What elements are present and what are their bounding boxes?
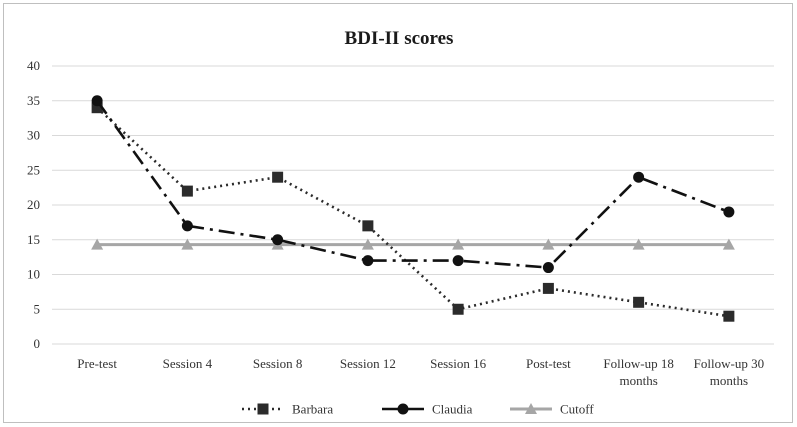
- data-point-claudia: [633, 171, 645, 183]
- data-point-barbara: [272, 171, 284, 183]
- legend-label-claudia: Claudia: [432, 402, 473, 417]
- line-chart: BDI-II scores 0 5 10 15 20 25 30 35 40 Pre-test S…: [27, 28, 774, 417]
- legend-label-barbara: Barbara: [292, 402, 333, 417]
- y-tick-label: 20: [27, 197, 40, 212]
- y-tick-label: 0: [34, 336, 41, 351]
- data-point-barbara: [723, 310, 735, 322]
- y-tick-label: 30: [27, 128, 40, 143]
- x-tick-label: Session 16: [430, 356, 486, 371]
- data-point-barbara: [181, 185, 193, 197]
- data-point-barbara: [362, 220, 374, 232]
- data-point-cutoff: [722, 238, 735, 250]
- y-tick-label: 15: [27, 232, 40, 247]
- legend-marker-claudia: [397, 403, 409, 415]
- series-claudia: [91, 95, 735, 274]
- y-tick-label: 40: [27, 58, 40, 73]
- data-point-barbara: [452, 303, 464, 315]
- data-point-cutoff: [361, 238, 374, 250]
- data-point-barbara: [542, 282, 554, 294]
- x-tick-label: Follow-up 18 months: [603, 356, 673, 388]
- legend-item-barbara: Barbara: [242, 402, 333, 417]
- series-cutoff: [91, 238, 735, 250]
- data-point-barbara: [91, 102, 103, 114]
- gridlines: [52, 65, 774, 345]
- series-barbara: [91, 102, 735, 322]
- legend-item-claudia: Claudia: [382, 402, 473, 417]
- y-tick-label: 35: [27, 93, 40, 108]
- series-line-barbara: [96, 106, 730, 318]
- data-point-claudia: [272, 234, 284, 246]
- data-point-claudia: [723, 206, 735, 218]
- data-point-cutoff: [542, 238, 555, 250]
- x-tick-label: Session 12: [340, 356, 396, 371]
- x-tick-label: Post-test: [526, 356, 571, 371]
- x-tick-label: Session 8: [253, 356, 302, 371]
- legend-marker-barbara: [257, 403, 269, 415]
- data-point-claudia: [91, 95, 103, 107]
- x-tick-label: Pre-test: [77, 356, 117, 371]
- data-point-barbara: [633, 296, 645, 308]
- chart-title: BDI-II scores: [345, 28, 454, 49]
- data-point-cutoff: [91, 238, 104, 250]
- legend-label-cutoff: Cutoff: [560, 402, 594, 417]
- data-point-cutoff: [181, 238, 194, 250]
- series-line-claudia: [96, 99, 730, 269]
- y-tick-label: 10: [27, 267, 40, 282]
- x-tick-label: Follow-up 30 months: [694, 356, 764, 388]
- data-point-cutoff: [632, 238, 645, 250]
- data-point-cutoff: [452, 238, 465, 250]
- x-axis-ticks: Pre-test Session 4 Session 8 Session 12 Sess…: [77, 356, 764, 388]
- series-lines: [91, 95, 735, 322]
- data-point-claudia: [362, 255, 374, 267]
- legend-marker-cutoff: [525, 403, 537, 414]
- y-axis-ticks: 0 5 10 15 20 25 30 35 40: [27, 58, 40, 351]
- legend-item-cutoff: Cutoff: [510, 402, 594, 417]
- y-tick-label: 5: [34, 301, 41, 316]
- data-point-claudia: [452, 255, 464, 267]
- x-tick-label: Session 4: [163, 356, 213, 371]
- legend: Barbara Claudia Cutoff: [242, 402, 594, 417]
- chart-frame: BDI-II scores 0 5 10 15 20 25 30 35 40 Pre-test S…: [3, 3, 793, 423]
- data-point-claudia: [542, 262, 554, 274]
- data-point-claudia: [181, 220, 193, 232]
- y-tick-label: 25: [27, 162, 40, 177]
